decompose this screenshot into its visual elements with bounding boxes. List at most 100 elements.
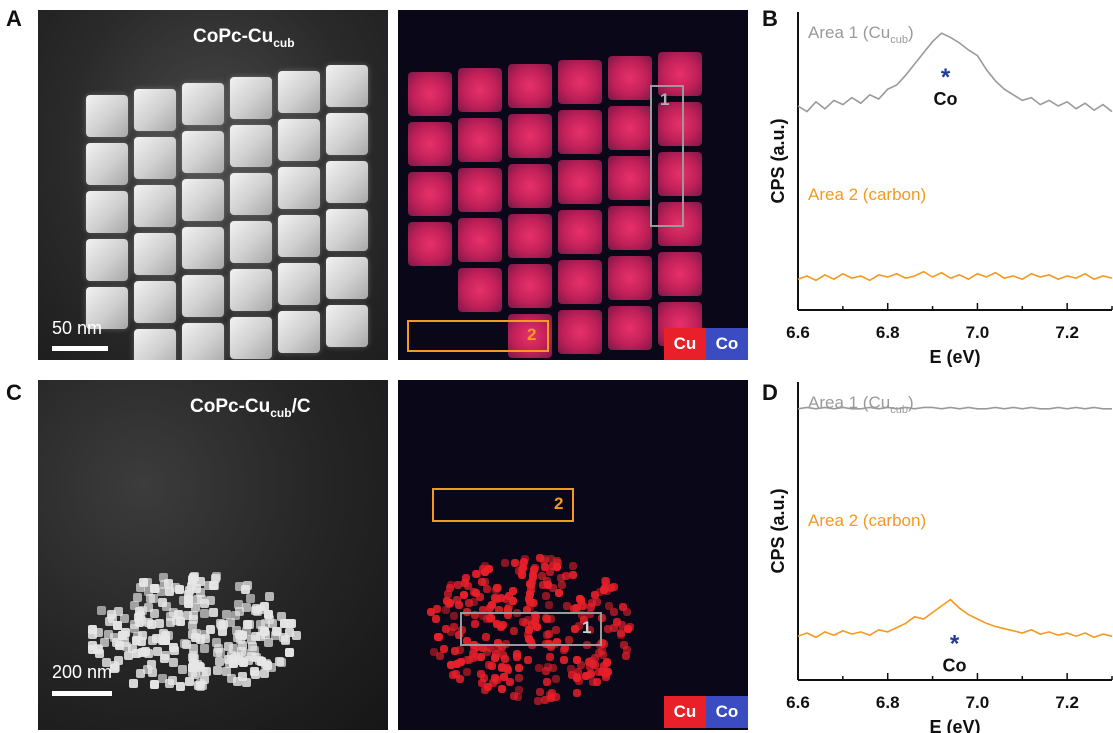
cu-signal-dot <box>603 667 612 676</box>
cu-signal-dot <box>464 656 473 665</box>
cu-signal-dot <box>484 565 493 574</box>
particle <box>251 604 261 614</box>
particle <box>291 631 301 641</box>
cu-signal-dot <box>449 612 458 621</box>
particle <box>106 610 116 620</box>
cu-signal-dot <box>451 647 460 656</box>
particle <box>204 580 214 590</box>
scale-label-c: 200 nm <box>52 662 113 682</box>
cu-signal-dot <box>463 637 472 646</box>
particle <box>188 653 198 663</box>
cu-signal-dot <box>567 664 576 673</box>
particle <box>225 618 235 628</box>
sem-image-cucub-carbon: CoPc-Cucub/C 200 nm <box>38 380 388 730</box>
cu-signal-dot <box>492 619 501 628</box>
particle <box>169 657 179 667</box>
particle <box>242 619 252 629</box>
cu-signal-dot <box>560 646 569 655</box>
particle <box>135 582 145 592</box>
cu-signal-dot <box>482 584 491 593</box>
cu-signal-dot <box>599 651 608 660</box>
particle <box>135 668 145 678</box>
nanocube <box>658 252 702 296</box>
nanocube <box>230 125 272 167</box>
nanocube <box>86 191 128 233</box>
cu-signal-dot <box>427 607 436 616</box>
particle <box>184 586 194 596</box>
cu-signal-dot <box>541 562 550 571</box>
nanocube <box>326 65 368 107</box>
cu-signal-dot <box>547 615 556 624</box>
title-text: CoPc-Cu <box>193 26 274 47</box>
cu-signal-dot <box>510 558 519 567</box>
particle <box>284 647 294 657</box>
cu-signal-dot <box>552 625 561 634</box>
panel-letter-b: B <box>762 6 778 31</box>
cu-signal-dot <box>457 658 466 667</box>
cu-signal-dot <box>544 600 553 609</box>
cu-signal-dot <box>486 613 495 622</box>
cu-signal-dot <box>578 611 587 620</box>
title-end: /C <box>291 396 311 417</box>
particle <box>150 680 160 690</box>
particle <box>235 634 245 644</box>
area-2-box <box>432 488 574 522</box>
cu-signal-dot <box>476 592 485 601</box>
nanocube <box>508 264 552 308</box>
nanocube <box>86 287 128 329</box>
cu-signal-dot <box>493 643 502 652</box>
nanocube <box>86 143 128 185</box>
cu-signal-dot <box>557 581 566 590</box>
particle <box>184 677 194 687</box>
particle <box>237 671 247 681</box>
cu-signal-dot <box>454 601 463 610</box>
particle <box>144 648 154 658</box>
nanocube <box>458 68 502 112</box>
cu-signal-dot <box>589 659 598 668</box>
cu-signal-dot <box>479 565 488 574</box>
cu-signal-dot <box>547 689 556 698</box>
cu-signal-dot <box>548 584 557 593</box>
cu-signal-dot <box>592 597 601 606</box>
cu-signal-dot <box>501 655 510 664</box>
particle <box>119 614 129 624</box>
particle <box>137 631 147 641</box>
particle <box>143 586 153 596</box>
cu-signal-dot <box>568 670 577 679</box>
particle <box>276 612 286 622</box>
cu-signal-dot <box>518 564 527 573</box>
cu-signal-dot <box>504 607 513 616</box>
particle <box>147 668 157 678</box>
particle <box>95 649 105 659</box>
y-axis-label: CPS (a.u.) <box>768 488 788 573</box>
series-label-area-2: Area 2 (carbon) <box>808 185 926 204</box>
title-text: CoPc-Cu <box>190 396 271 417</box>
particle <box>189 572 199 582</box>
nanocube <box>608 256 652 300</box>
cu-signal-dot <box>501 595 510 604</box>
cu-signal-dot <box>483 648 492 657</box>
nanocube <box>278 119 320 161</box>
particle <box>245 594 255 604</box>
particle <box>279 618 289 628</box>
particle <box>165 587 175 597</box>
x-axis-label: E (eV) <box>929 717 980 733</box>
particle <box>260 669 270 678</box>
particle <box>266 663 276 673</box>
cu-signal-dot <box>524 630 533 639</box>
particle <box>249 653 259 663</box>
x-tick-label: 6.6 <box>786 323 810 342</box>
particle <box>177 665 187 675</box>
cu-signal-dot <box>497 685 506 694</box>
particle <box>212 571 222 581</box>
cu-signal-dot <box>497 663 506 672</box>
particle <box>146 619 156 629</box>
cu-signal-dot <box>604 601 613 610</box>
series-line-1 <box>797 406 1112 410</box>
nanocube <box>326 209 368 251</box>
nanocube <box>182 131 224 173</box>
area-2-label: 2 <box>527 325 537 344</box>
particle <box>240 648 250 658</box>
scale-bar-c <box>52 691 112 696</box>
cu-signal-dot <box>592 677 601 686</box>
